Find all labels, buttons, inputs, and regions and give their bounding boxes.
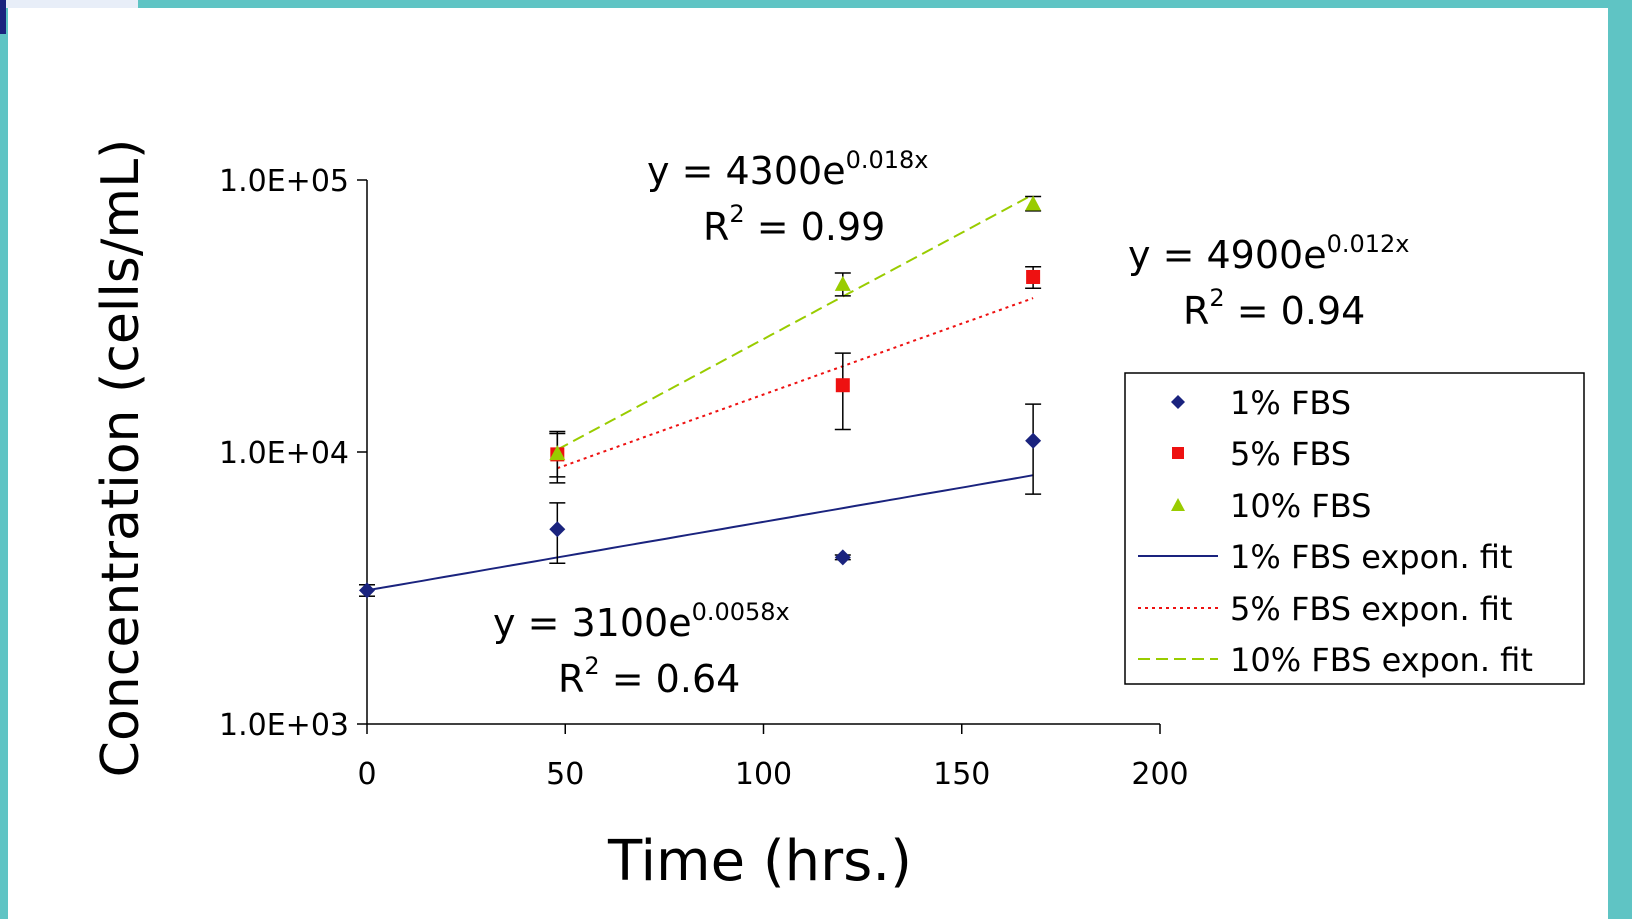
y-tick-label: 1.0E+04 bbox=[219, 436, 349, 471]
r-squared-sup: 2 bbox=[584, 652, 599, 680]
legend-label: 1% FBS bbox=[1230, 384, 1351, 422]
legend: 1% FBS 5% FBS 10% FBS 1% FBS expon. fit 5% F… bbox=[1124, 372, 1585, 685]
fit-equation-exponent: 0.0058x bbox=[692, 598, 790, 626]
data-point bbox=[834, 275, 851, 291]
legend-label: 10% FBS expon. fit bbox=[1230, 641, 1533, 679]
r-squared-sup: 2 bbox=[1209, 284, 1224, 312]
slide-logo-strip bbox=[0, 0, 138, 8]
data-point bbox=[834, 549, 851, 566]
fit-equation-exponent: 0.012x bbox=[1327, 230, 1410, 258]
data-point bbox=[359, 582, 375, 599]
fit-equation-text: y = 4300e bbox=[647, 149, 846, 193]
slide-frame-right bbox=[1608, 0, 1632, 919]
x-tick-label: 200 bbox=[1131, 757, 1188, 792]
fit-lines bbox=[366, 193, 1034, 592]
fit-equation-exponent: 0.018x bbox=[846, 146, 929, 174]
x-tick-label: 150 bbox=[933, 757, 990, 792]
data-point bbox=[549, 521, 566, 538]
fit-equation-5: y = 4900e0.012x R2 = 0.94 bbox=[1128, 230, 1410, 333]
svg-text:R2 = 0.94: R2 = 0.94 bbox=[1183, 284, 1365, 333]
data-point bbox=[835, 378, 850, 393]
slide-frame-top bbox=[0, 0, 1632, 8]
svg-text:R2 = 0.99: R2 = 0.99 bbox=[703, 200, 885, 249]
data-point bbox=[549, 445, 566, 461]
y-axis-label: Concentration (cells/mL) bbox=[91, 139, 151, 778]
fit-equation-text: y = 4900e bbox=[1128, 233, 1327, 277]
svg-text:y = 3100e0.0058x: y = 3100e0.0058x bbox=[493, 598, 790, 645]
legend-marker bbox=[1172, 447, 1184, 459]
r-squared-value: = 0.94 bbox=[1225, 289, 1366, 333]
data-point bbox=[1025, 195, 1042, 211]
y-tick-label: 1.0E+05 bbox=[219, 164, 349, 199]
legend-box bbox=[1124, 372, 1585, 685]
legend-label: 1% FBS expon. fit bbox=[1230, 538, 1513, 576]
legend-label: 10% FBS bbox=[1230, 487, 1371, 525]
y-tick-label: 1.0E+03 bbox=[219, 708, 349, 743]
fit-equation-10: y = 4300e0.018x R2 = 0.99 bbox=[647, 146, 929, 249]
x-tick-label: 0 bbox=[357, 757, 376, 792]
svg-text:y = 4300e0.018x: y = 4300e0.018x bbox=[647, 146, 929, 193]
r-squared-value: = 0.99 bbox=[745, 205, 886, 249]
fit-equation-text: y = 3100e bbox=[493, 601, 692, 645]
fit-equation-1: y = 3100e0.0058x R2 = 0.64 bbox=[493, 598, 790, 701]
slide-logo-mark bbox=[0, 0, 6, 34]
slide-frame-left bbox=[0, 0, 8, 919]
data-markers bbox=[359, 195, 1042, 599]
legend-marker bbox=[1171, 498, 1185, 511]
x-axis-label: Time (hrs.) bbox=[607, 829, 912, 894]
axes: 0 50 100 150 200 1.0E+03 1.0E+04 1.0E+05 bbox=[219, 164, 1189, 792]
x-tick-label: 100 bbox=[735, 757, 792, 792]
r-squared-label: R bbox=[1183, 289, 1209, 333]
r-squared-label: R bbox=[558, 657, 584, 701]
legend-label: 5% FBS bbox=[1230, 435, 1351, 473]
r-squared-sup: 2 bbox=[729, 200, 744, 228]
r-squared-value: = 0.64 bbox=[600, 657, 741, 701]
legend-marker bbox=[1171, 395, 1185, 409]
x-tick-label: 50 bbox=[546, 757, 584, 792]
svg-text:y = 4900e0.012x: y = 4900e0.012x bbox=[1128, 230, 1410, 277]
svg-text:R2 = 0.64: R2 = 0.64 bbox=[558, 652, 740, 701]
fit-line bbox=[556, 297, 1034, 470]
error-bars bbox=[359, 195, 1042, 597]
fit-line bbox=[366, 474, 1034, 592]
r-squared-label: R bbox=[703, 205, 729, 249]
data-point bbox=[1025, 432, 1042, 449]
legend-label: 5% FBS expon. fit bbox=[1230, 590, 1513, 628]
data-point bbox=[1026, 269, 1041, 284]
